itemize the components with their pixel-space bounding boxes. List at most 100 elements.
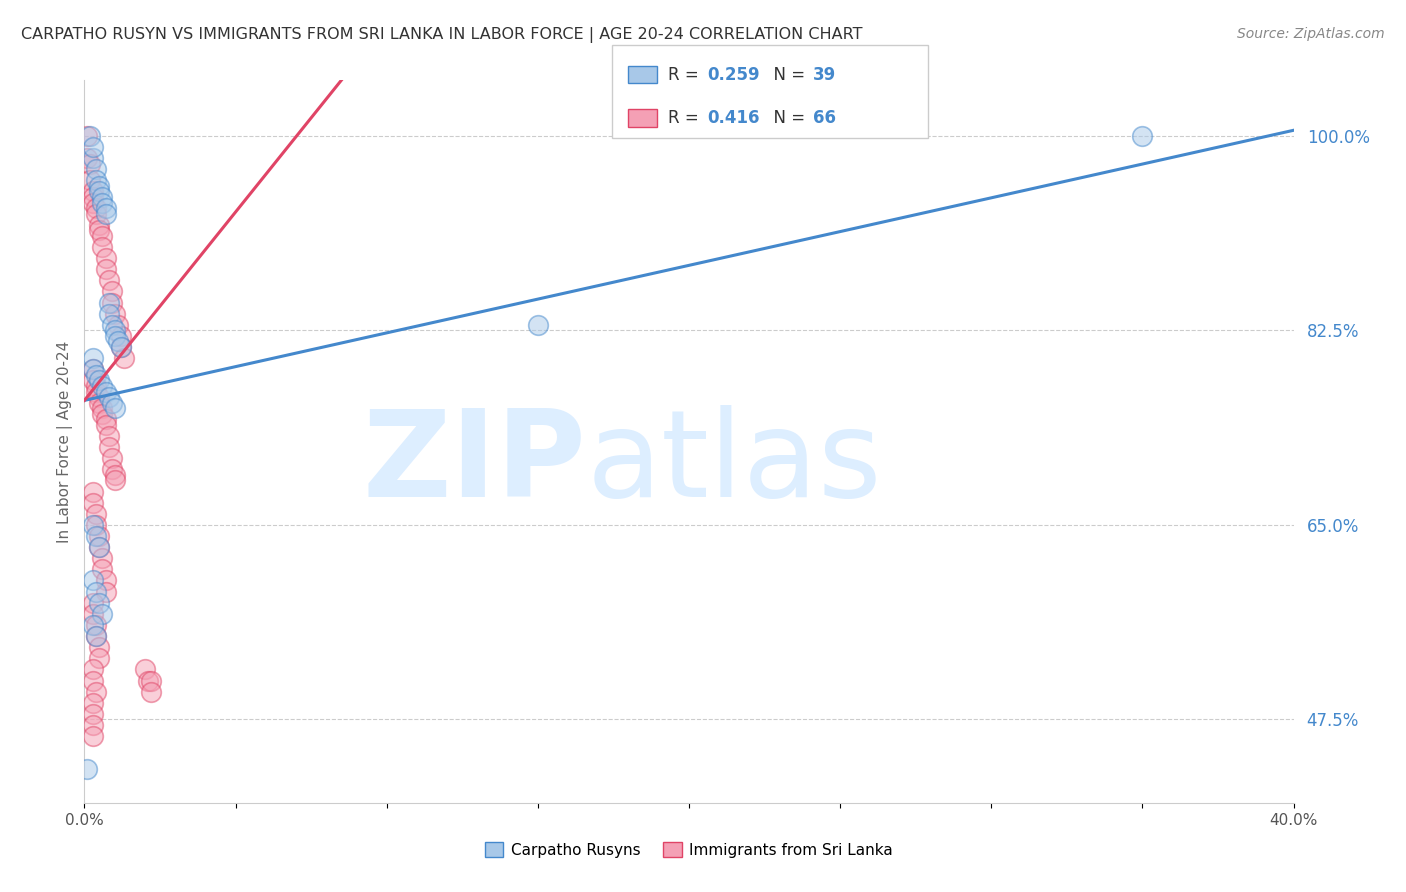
Point <box>89 223 111 237</box>
Point <box>89 651 111 665</box>
Point <box>82 517 104 532</box>
Text: 0.259: 0.259 <box>707 66 759 84</box>
Point <box>91 190 114 204</box>
Point <box>94 251 117 265</box>
Point <box>94 207 117 221</box>
Point <box>110 329 132 343</box>
Y-axis label: In Labor Force | Age 20-24: In Labor Force | Age 20-24 <box>58 341 73 542</box>
Point <box>86 618 108 632</box>
Point <box>82 362 104 376</box>
Point <box>86 629 108 643</box>
Point <box>104 401 127 416</box>
Point <box>94 384 117 399</box>
Point <box>139 684 162 698</box>
Point <box>94 201 117 215</box>
Point <box>89 390 111 404</box>
Point <box>89 596 111 610</box>
Point <box>86 629 108 643</box>
Point <box>86 162 108 177</box>
Point <box>112 351 135 366</box>
Point <box>94 262 117 277</box>
Point <box>100 295 122 310</box>
Point <box>1130 128 1153 143</box>
Point <box>94 412 117 426</box>
Point <box>97 307 120 321</box>
Point <box>94 417 117 432</box>
Point <box>91 551 114 566</box>
Point <box>79 173 101 187</box>
Point <box>91 228 114 243</box>
Point <box>89 640 111 655</box>
Point <box>82 351 104 366</box>
Point <box>86 584 108 599</box>
Point <box>97 429 120 443</box>
Point <box>82 696 104 710</box>
Text: 66: 66 <box>813 109 835 127</box>
Point <box>82 718 104 732</box>
Point <box>82 596 104 610</box>
Point <box>86 507 108 521</box>
Point <box>86 384 108 399</box>
Point <box>89 373 111 387</box>
Point <box>110 340 132 354</box>
Point <box>91 240 114 254</box>
Point <box>89 395 111 409</box>
Point <box>107 318 129 332</box>
Point <box>76 128 98 143</box>
Point <box>82 496 104 510</box>
Point <box>104 474 127 488</box>
Point <box>82 373 104 387</box>
Point <box>97 440 120 454</box>
Point <box>94 574 117 588</box>
Point <box>139 673 162 688</box>
Point <box>89 529 111 543</box>
Point <box>91 407 114 421</box>
Point <box>89 540 111 554</box>
Point <box>104 467 127 482</box>
Point <box>100 318 122 332</box>
Point <box>86 517 108 532</box>
Point <box>79 156 101 170</box>
Text: R =: R = <box>668 66 704 84</box>
Text: R =: R = <box>668 109 704 127</box>
Point <box>82 140 104 154</box>
Point <box>82 706 104 721</box>
Point <box>86 207 108 221</box>
Point <box>97 295 120 310</box>
Point <box>82 195 104 210</box>
Point <box>91 195 114 210</box>
Point <box>79 128 101 143</box>
Legend: Carpatho Rusyns, Immigrants from Sri Lanka: Carpatho Rusyns, Immigrants from Sri Lan… <box>478 836 900 863</box>
Point <box>97 390 120 404</box>
Point <box>527 318 550 332</box>
Text: 0.416: 0.416 <box>707 109 759 127</box>
Point <box>86 684 108 698</box>
Text: 39: 39 <box>813 66 837 84</box>
Point <box>82 190 104 204</box>
Point <box>100 462 122 476</box>
Text: CARPATHO RUSYN VS IMMIGRANTS FROM SRI LANKA IN LABOR FORCE | AGE 20-24 CORRELATI: CARPATHO RUSYN VS IMMIGRANTS FROM SRI LA… <box>21 27 863 43</box>
Point <box>82 151 104 165</box>
Point <box>82 185 104 199</box>
Point <box>76 151 98 165</box>
Point <box>91 379 114 393</box>
Point <box>86 529 108 543</box>
Point <box>94 584 117 599</box>
Point <box>100 395 122 409</box>
Point <box>82 362 104 376</box>
Point <box>82 618 104 632</box>
Text: N =: N = <box>763 109 811 127</box>
Text: atlas: atlas <box>586 405 882 522</box>
Point <box>89 540 111 554</box>
Point <box>100 451 122 466</box>
Point <box>82 673 104 688</box>
Point <box>82 607 104 621</box>
Point <box>104 329 127 343</box>
Text: N =: N = <box>763 66 811 84</box>
Point <box>91 607 114 621</box>
Point <box>134 662 156 676</box>
Point <box>82 662 104 676</box>
Point <box>86 368 108 382</box>
Point <box>104 323 127 337</box>
Point <box>89 178 111 193</box>
